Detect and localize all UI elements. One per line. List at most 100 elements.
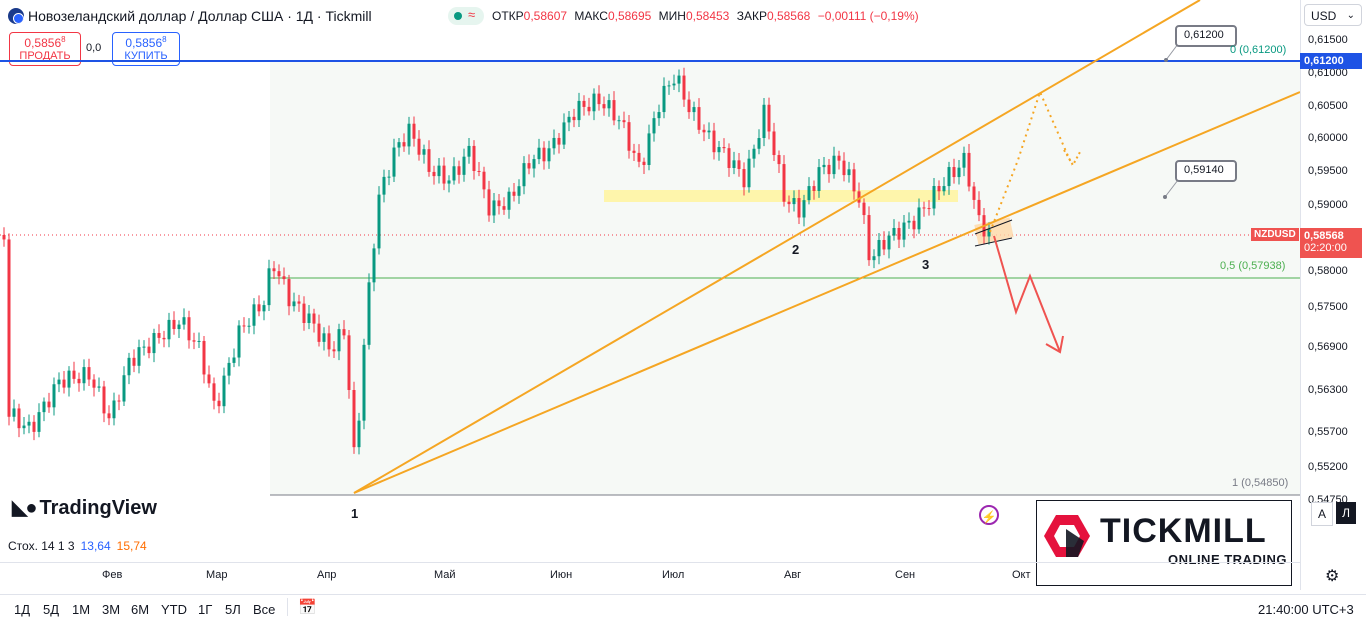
range-button[interactable]: 1М: [72, 602, 91, 617]
upper-trendline: [353, 0, 1201, 494]
candle-body: [282, 276, 286, 280]
candle-body: [587, 106, 591, 112]
currency-flag-icon: [8, 8, 24, 24]
candle-body: [297, 301, 301, 304]
candle-body: [177, 324, 181, 330]
candle-body: [912, 220, 916, 230]
callout-anchor-high: [1164, 58, 1168, 62]
buy-label: КУПИТЬ: [124, 50, 168, 62]
range-button[interactable]: 6М: [131, 602, 150, 617]
candle-body: [292, 301, 296, 307]
candle-body: [252, 304, 256, 326]
candle-body: [862, 202, 866, 216]
candle-body: [62, 379, 66, 388]
candle-body: [572, 116, 576, 121]
range-button[interactable]: 5Л: [225, 602, 241, 617]
price-chart[interactable]: [0, 0, 1300, 562]
candle-body: [387, 176, 391, 178]
candle-body: [542, 147, 546, 162]
candle-body: [497, 200, 501, 207]
goto-date-icon[interactable]: 📅: [298, 599, 317, 616]
range-button[interactable]: 1Д: [14, 602, 31, 617]
candle-body: [487, 189, 491, 216]
candle-body: [67, 370, 71, 388]
candle-body: [962, 152, 966, 168]
candle-body: [27, 421, 31, 426]
symbol-price-tag: NZDUSD: [1251, 228, 1299, 241]
candle-body: [717, 147, 721, 153]
callout-leader-high: [1165, 43, 1179, 61]
candle-body: [592, 93, 596, 112]
candle-body: [877, 239, 881, 257]
current-price-value: 0,58568: [1304, 230, 1344, 242]
candle-body: [822, 164, 826, 168]
flash-icon[interactable]: ⚡: [979, 505, 999, 525]
candle-body: [152, 333, 156, 354]
candle-body: [727, 148, 731, 168]
candle-body: [182, 317, 186, 325]
stochastic-legend[interactable]: Стох. 14 1 3 13,64 15,74: [8, 539, 147, 553]
settings-gear-icon[interactable]: ⚙: [1325, 568, 1340, 585]
clock-readout[interactable]: 21:40:00 UTC+3: [1258, 602, 1354, 617]
price-tick: 0,56300: [1308, 384, 1348, 396]
candle-body: [442, 165, 446, 184]
current-price-label: 0,58568 02:20:00: [1300, 228, 1362, 258]
range-button[interactable]: Все: [253, 602, 276, 617]
range-button[interactable]: 5Д: [43, 602, 60, 617]
log-scale-button[interactable]: Л: [1336, 502, 1356, 524]
candle-body: [632, 150, 636, 153]
candle-body: [172, 319, 176, 330]
candle-body: [317, 323, 321, 342]
candle-body: [802, 200, 806, 218]
candle-body: [87, 367, 91, 380]
range-button[interactable]: 3М: [102, 602, 121, 617]
range-button[interactable]: 1Г: [198, 602, 213, 617]
candle-body: [117, 400, 121, 402]
candle-body: [782, 164, 786, 202]
candle-body: [847, 169, 851, 176]
candle-body: [977, 199, 981, 216]
toolbar-divider: [287, 598, 288, 616]
price-tick: 0,60000: [1308, 132, 1348, 144]
candle-body: [52, 384, 56, 408]
fib-1-label: 1 (0,54850): [1232, 477, 1289, 489]
candle-body: [22, 425, 26, 429]
range-button[interactable]: YTD: [161, 602, 187, 617]
channel-marker: [974, 237, 1013, 247]
tradingview-logo[interactable]: ◣● TradingView: [12, 497, 157, 519]
auto-scale-button[interactable]: A: [1311, 502, 1333, 526]
candle-body: [602, 104, 606, 109]
candle-body: [407, 123, 411, 147]
candle-body: [852, 169, 856, 192]
candle-body: [957, 167, 961, 178]
candle-body: [607, 100, 611, 109]
callout-leader-mid: [1164, 179, 1179, 198]
time-axis[interactable]: [0, 562, 1300, 591]
candle-body: [857, 191, 861, 203]
sell-label: ПРОДАТЬ: [19, 50, 71, 62]
symbol-title[interactable]: Новозеландский доллар / Доллар США · 1Д …: [28, 8, 372, 24]
market-status-badge[interactable]: ≈: [448, 7, 484, 25]
low-label: МИН: [658, 9, 686, 23]
candle-body: [32, 421, 36, 432]
candle-body: [367, 282, 371, 345]
candle-body: [557, 137, 561, 145]
price-axis[interactable]: [1300, 0, 1366, 590]
candle-body: [77, 378, 81, 384]
candle-body: [712, 130, 716, 153]
candle-body: [72, 370, 76, 379]
tickmill-name: TICKMILL: [1100, 512, 1267, 550]
candle-body: [582, 100, 586, 107]
candle-body: [972, 186, 976, 200]
stochastic-d: 15,74: [116, 539, 147, 553]
candle-body: [672, 83, 676, 86]
candle-body: [147, 346, 151, 354]
candle-body: [12, 408, 16, 417]
candle-body: [357, 420, 361, 448]
candle-body: [2, 235, 6, 240]
candle-body: [447, 180, 451, 184]
currency-select[interactable]: USD ⌄: [1304, 4, 1362, 26]
candle-body: [642, 161, 646, 165]
candle-body: [427, 149, 431, 172]
candle-body: [647, 133, 651, 165]
